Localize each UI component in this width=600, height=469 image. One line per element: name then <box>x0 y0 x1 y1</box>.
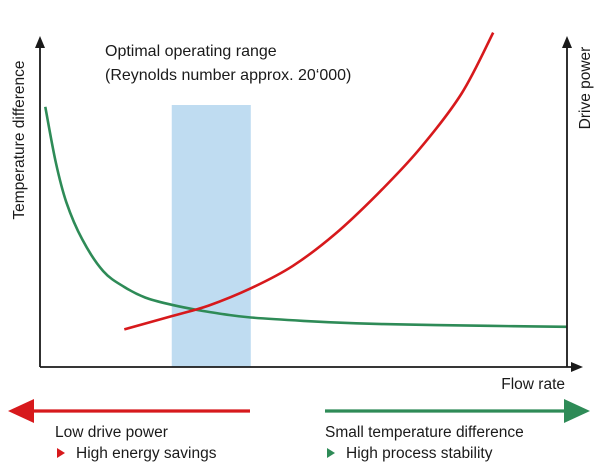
y-axis-left-label: Temperature difference <box>11 60 28 219</box>
low-drive-power-arrow-head <box>8 399 34 423</box>
x-axis-arrow <box>571 362 583 372</box>
y-axis-right-arrow <box>562 36 572 48</box>
triangle-bullet-icon <box>57 448 65 458</box>
low-drive-power-label: Low drive power <box>55 424 168 441</box>
temperature-difference-curve <box>44 106 568 329</box>
y-axis-right-label: Drive power <box>577 47 594 130</box>
small-temperature-difference-arrow-head <box>564 399 590 423</box>
drive-power-curve <box>123 32 495 331</box>
high-process-stability-label: High process stability <box>346 445 493 462</box>
high-energy-savings-label: High energy savings <box>76 445 217 462</box>
optimal-range-band <box>171 105 251 367</box>
y-axis-left-arrow <box>35 36 45 48</box>
x-axis-label: Flow rate <box>501 376 565 393</box>
triangle-bullet-icon <box>327 448 335 458</box>
annotation-line-2: (Reynolds number approx. 20‘000) <box>105 67 351 84</box>
annotation-line-1: Optimal operating range <box>105 43 277 60</box>
series-group <box>44 32 568 331</box>
small-temperature-difference-label: Small temperature difference <box>325 424 524 441</box>
